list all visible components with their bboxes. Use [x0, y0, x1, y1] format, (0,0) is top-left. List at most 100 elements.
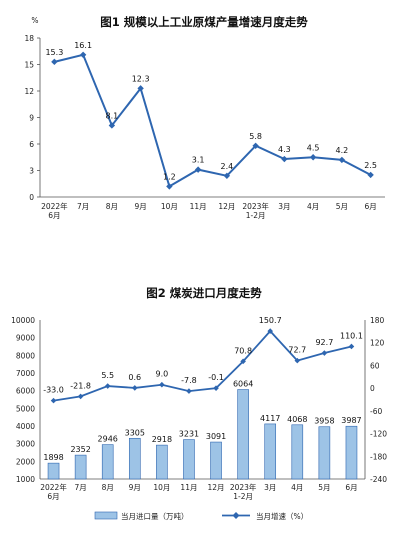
- right-tick-label: 180: [370, 316, 385, 325]
- chart-1-data-labels: 15.3 16.1 8.1 12.3 1.2 3.1 2.4 5.8 4.3 4.5 4.2 2.5: [45, 41, 377, 182]
- growth-label: 5.5: [101, 371, 114, 380]
- left-tick-label: 5000: [16, 404, 35, 413]
- right-tick-label: 60: [370, 361, 380, 370]
- x-tick-label: 6月: [345, 483, 357, 492]
- x-tick-label: 4月: [307, 202, 319, 211]
- bar-label: 4117: [260, 414, 280, 423]
- y-tick-label: 6: [29, 140, 34, 149]
- growth-label: 70.8: [234, 346, 252, 355]
- import-bar: [318, 426, 331, 480]
- y-tick-label: 15: [24, 61, 34, 70]
- y-tick-label: 0: [29, 193, 34, 202]
- x-tick-label: 7月: [74, 483, 86, 492]
- chart-2-growth-line: [53, 329, 352, 402]
- growth-label: 110.1: [340, 331, 363, 340]
- bar-label: 3091: [206, 432, 226, 441]
- left-tick-label: 4000: [16, 422, 35, 431]
- data-point: [309, 154, 317, 161]
- bar-label: 3958: [314, 417, 334, 426]
- bar-label: 2918: [152, 435, 172, 444]
- data-label: 8.1: [106, 111, 119, 120]
- growth-point: [131, 385, 138, 391]
- growth-point: [321, 350, 328, 356]
- x-tick-label: 1-2月: [233, 492, 253, 501]
- data-point: [367, 171, 374, 179]
- x-tick-label: 9月: [129, 483, 141, 492]
- data-label: 4.5: [307, 143, 320, 152]
- left-tick-label: 10000: [11, 316, 35, 325]
- data-label: 4.2: [336, 146, 349, 155]
- x-tick-label: 4月: [291, 483, 303, 492]
- legend-bar-label: 当月进口量（万吨）: [121, 511, 189, 521]
- legend-line-marker: [232, 512, 240, 519]
- left-tick-label: 2000: [16, 457, 35, 466]
- import-bar: [237, 389, 249, 480]
- x-tick-label: 10月: [153, 483, 170, 492]
- x-tick-label: 7月: [77, 202, 89, 211]
- data-label: 2.5: [364, 161, 377, 170]
- import-bar: [210, 441, 222, 480]
- import-bar: [291, 424, 304, 480]
- growth-point: [348, 343, 355, 350]
- bar-label: 3305: [125, 428, 145, 437]
- growth-point: [240, 358, 246, 365]
- chart-2-bars: [47, 389, 358, 480]
- import-bar: [74, 454, 87, 480]
- x-tick-label: 2022年: [41, 201, 68, 211]
- bar-label: 6064: [233, 380, 253, 389]
- data-point: [252, 142, 259, 149]
- data-label: 1.2: [163, 172, 176, 181]
- x-tick-label: 6月: [48, 211, 60, 220]
- bar-label: 2946: [98, 435, 118, 444]
- data-label: 12.3: [132, 74, 150, 83]
- growth-point: [104, 383, 111, 389]
- growth-label: 150.7: [259, 316, 282, 325]
- data-label: 2.4: [221, 162, 234, 171]
- growth-point: [50, 397, 57, 404]
- chart-1-title: 图1 规模以上工业原煤产量增速月度走势: [100, 15, 308, 29]
- growth-label: 9.0: [156, 370, 169, 379]
- growth-point: [213, 385, 219, 391]
- chart-2-left-ticks: 1000 2000 3000 4000 5000 6000 7000 8000 9000 1000…: [11, 316, 35, 484]
- bar-label: 3231: [179, 430, 199, 439]
- right-tick-label: -60: [370, 407, 382, 416]
- chart-2-right-ticks: -240 -180 -120 -60 0 60 120 180: [370, 316, 387, 484]
- data-label: 15.3: [45, 48, 63, 57]
- growth-label: -7.8: [181, 376, 197, 385]
- left-tick-label: 9000: [16, 334, 35, 343]
- growth-point: [159, 381, 165, 388]
- data-point: [137, 85, 144, 92]
- growth-label: 0.6: [128, 373, 141, 382]
- x-tick-label: 12月: [208, 483, 225, 492]
- growth-label: 92.7: [315, 338, 333, 347]
- x-tick-label: 2022年: [40, 482, 67, 492]
- x-tick-label: 3月: [278, 202, 290, 211]
- import-bar: [183, 439, 195, 480]
- bar-label: 1898: [43, 453, 63, 462]
- left-tick-label: 8000: [16, 351, 35, 360]
- data-point: [338, 156, 346, 164]
- left-tick-label: 6000: [16, 387, 35, 396]
- x-tick-label: 11月: [180, 483, 197, 492]
- chart-2-legend: 当月进口量（万吨） 当月增速（%）: [94, 511, 308, 521]
- growth-label: -0.1: [208, 373, 224, 382]
- right-tick-label: 120: [370, 339, 385, 348]
- x-tick-label: 5月: [336, 202, 348, 211]
- x-tick-label: 10月: [161, 202, 178, 211]
- chart-2-growth-points: [50, 328, 355, 404]
- y-tick-label: 9: [29, 114, 34, 123]
- x-tick-label: 11月: [190, 202, 207, 211]
- x-tick-label: 2023年: [230, 482, 257, 492]
- x-tick-label: 9月: [134, 202, 146, 211]
- x-tick-label: 8月: [106, 202, 118, 211]
- x-tick-label: 12月: [218, 202, 235, 211]
- bar-label: 2352: [70, 445, 90, 454]
- growth-point: [294, 357, 301, 364]
- data-point: [108, 122, 116, 129]
- import-bar: [101, 444, 114, 480]
- data-point: [194, 166, 202, 173]
